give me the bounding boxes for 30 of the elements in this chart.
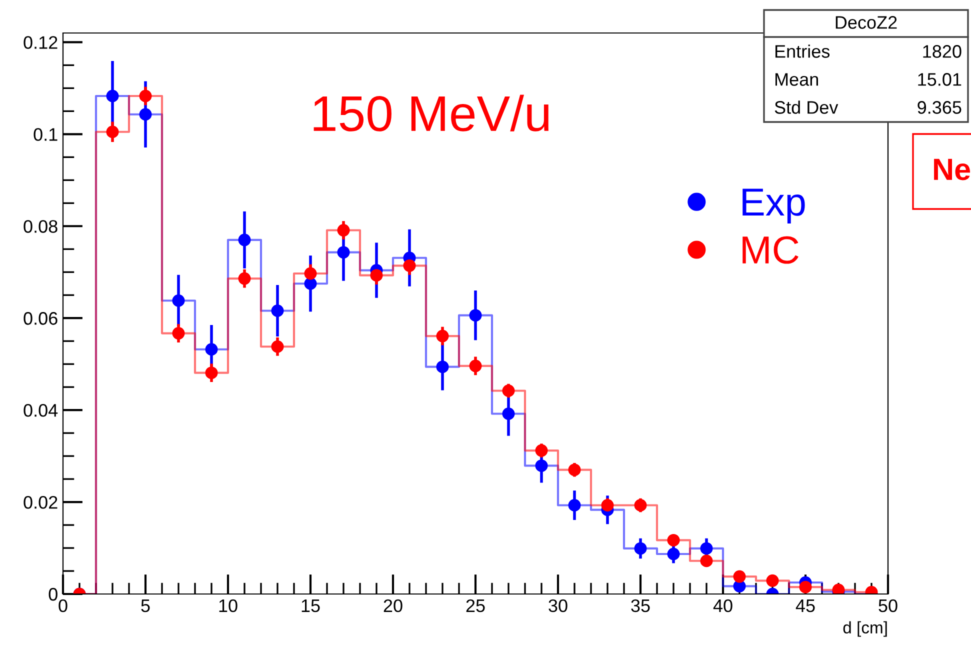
x-tick-label: 45 xyxy=(796,600,815,612)
x-tick-label: 30 xyxy=(548,599,568,612)
y-tick-label: 0.04 xyxy=(24,404,58,417)
x-tick-label: 10 xyxy=(219,599,238,612)
x-tick-label: 40 xyxy=(713,599,732,612)
text: 15.01 xyxy=(918,73,962,86)
y-tick-label: 0.06 xyxy=(24,312,58,325)
text: Ne xyxy=(934,158,970,180)
legend-label: MC xyxy=(742,236,798,264)
x-tick-label: 35 xyxy=(631,599,650,612)
x-tick-label: 25 xyxy=(466,599,485,612)
y-tick-label: 0.12 xyxy=(24,36,58,49)
annotation: Mean xyxy=(775,73,818,86)
y-tick-label: 0.02 xyxy=(24,496,58,509)
x-axis-title: d [cm] xyxy=(843,621,887,637)
x-tick-label: 5 xyxy=(141,600,150,612)
x-tick-label: 20 xyxy=(384,599,402,612)
legend-label: Exp xyxy=(742,188,805,224)
x-tick-label: 50 xyxy=(878,599,898,612)
annotation: Entries xyxy=(775,44,830,58)
y-tick-label: 0 xyxy=(48,588,58,601)
text: DecoZ2 xyxy=(836,16,897,29)
text: 1820 xyxy=(923,45,962,58)
x-tick-label: 0 xyxy=(58,599,68,612)
y-tick-label: 0.1 xyxy=(34,128,58,141)
text: 9.365 xyxy=(918,101,962,114)
annotation: 150 MeV/u xyxy=(314,94,548,132)
annotation: Std Dev xyxy=(774,100,838,114)
x-tick-label: 15 xyxy=(302,600,320,612)
y-tick-label: 0.08 xyxy=(24,220,58,233)
